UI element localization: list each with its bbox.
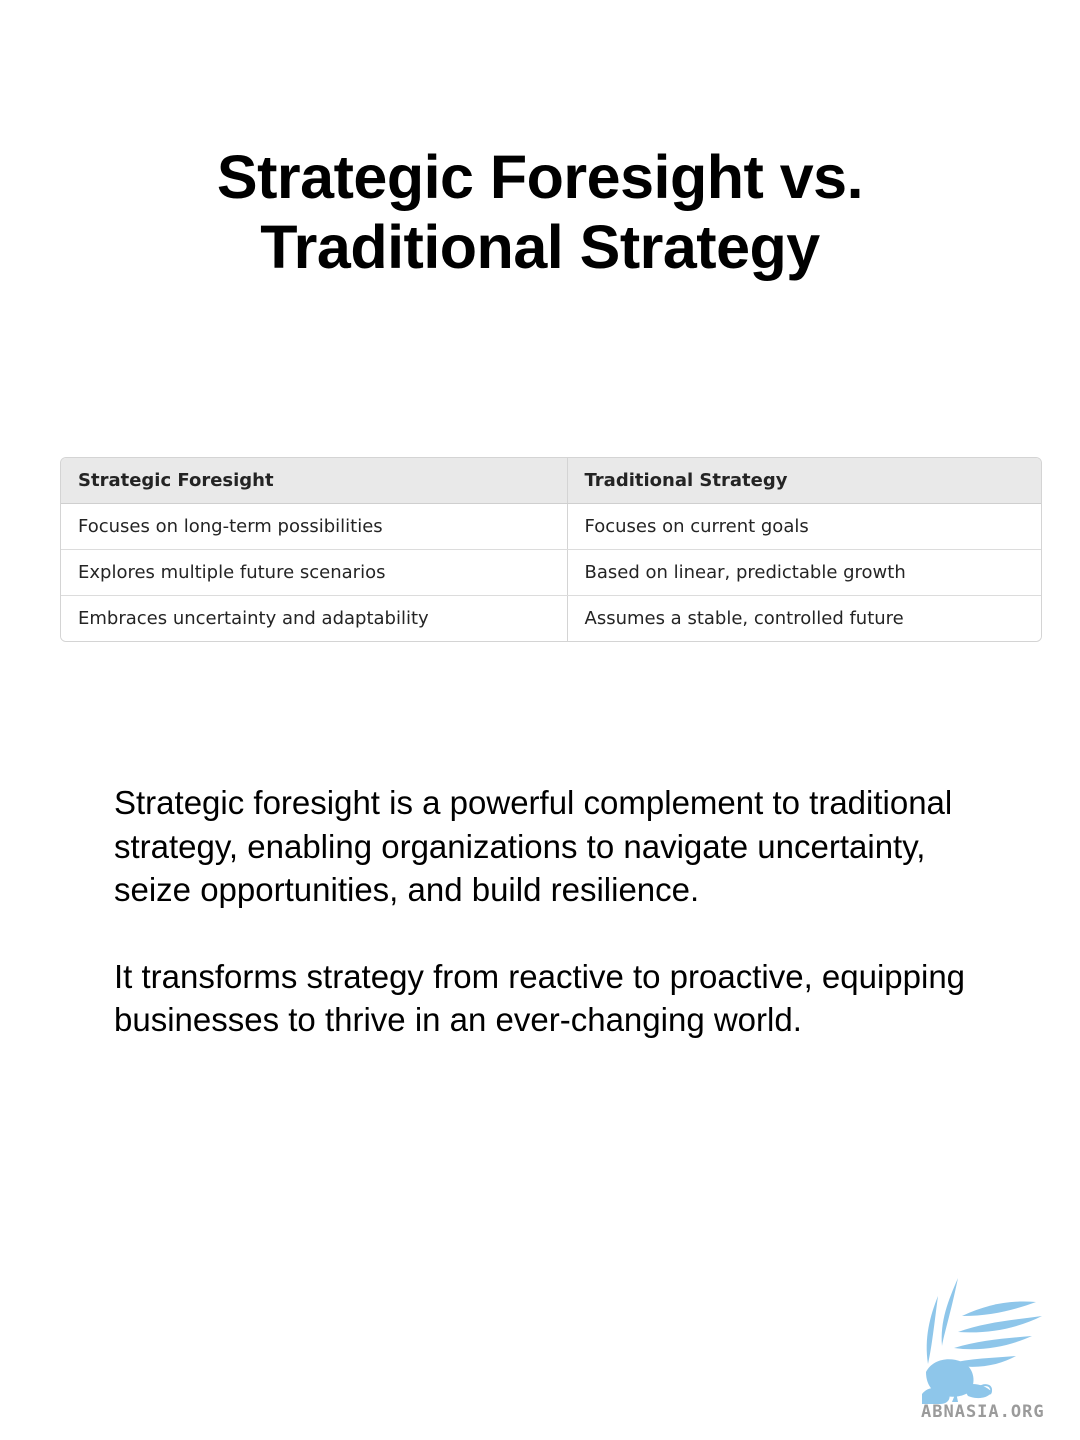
table-cell: Assumes a stable, controlled future [566,595,1041,641]
table-row: Explores multiple future scenarios Based… [61,549,1041,596]
body-paragraph-1: Strategic foresight is a powerful comple… [114,784,953,908]
table-header-traditional-strategy: Traditional Strategy [566,458,1041,504]
table-cell: Based on linear, predictable growth [566,549,1041,596]
table-row: Focuses on long-term possibilities Focus… [61,503,1041,550]
table-cell: Embraces uncertainty and adaptability [61,595,567,641]
table-header-row: Strategic Foresight Traditional Strategy [61,458,1041,504]
page-title: Strategic Foresight vs. Traditional Stra… [0,142,1080,282]
title-line-2: Traditional Strategy [260,213,820,281]
table-cell: Focuses on long-term possibilities [61,503,567,550]
body-paragraph-2: It transforms strategy from reactive to … [114,957,966,1039]
body-text: Strategic foresight is a powerful comple… [114,781,994,1042]
comparison-table: Strategic Foresight Traditional Strategy… [60,457,1042,642]
table-cell: Focuses on current goals [566,503,1041,550]
table-row: Embraces uncertainty and adaptability As… [61,595,1041,641]
table-header-strategic-foresight: Strategic Foresight [61,458,567,504]
title-line-1: Strategic Foresight vs. [216,143,864,211]
logo-text: ABNASIA.ORG [921,1402,1045,1422]
phoenix-logo-icon [922,1278,1042,1404]
table-cell: Explores multiple future scenarios [61,549,567,596]
